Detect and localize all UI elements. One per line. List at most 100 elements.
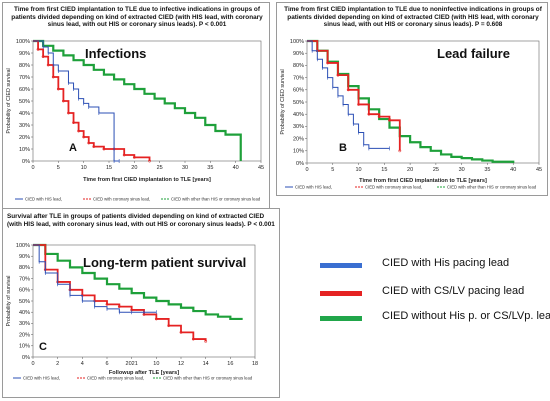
legend-label: CIED with HIS lead, <box>25 197 62 202</box>
y-tick-label: 100% <box>16 243 30 249</box>
x-tick-label: 25 <box>157 165 163 171</box>
x-tick-label: 10 <box>355 167 361 173</box>
x-tick-label: 30 <box>182 165 188 171</box>
y-tick-label: 40% <box>19 111 30 117</box>
x-tick-label: 10 <box>81 165 87 171</box>
x-tick-label: 0 <box>31 361 34 367</box>
y-tick-label: 20% <box>19 135 30 141</box>
censor-mark <box>56 87 60 91</box>
chart-panel-infections: Time from first CIED implantation to TLE… <box>2 2 270 210</box>
y-tick-label: 80% <box>19 265 30 271</box>
y-tick-label: 30% <box>19 321 30 327</box>
y-tick-label: 0% <box>296 161 304 167</box>
y-tick-label: 50% <box>293 100 304 106</box>
chart-title: Time from first CIED implantation to TLE… <box>284 6 542 29</box>
censor-mark <box>336 73 340 77</box>
legend-label: CIED with coronary sinus lead, <box>87 376 144 381</box>
y-tick-label: 100% <box>16 39 30 45</box>
legend-label: CIED with coronary sinus lead, <box>365 185 422 190</box>
y-tick-label: 100% <box>290 39 304 45</box>
y-tick-label: 60% <box>293 88 304 94</box>
kaplan-meier-chart: 0% 10% 20% 30% 40% 50% 60% 70% 80% 90% 100% 0 5 10 15 2… <box>6 39 264 202</box>
y-tick-label: 50% <box>19 299 30 305</box>
y-tick-label: 90% <box>293 51 304 57</box>
y-tick-label: 80% <box>19 63 30 69</box>
y-tick-label: 90% <box>19 254 30 260</box>
censor-mark <box>357 102 361 106</box>
censor-mark <box>167 324 171 328</box>
panel-letter: B <box>339 142 347 154</box>
x-tick-label: 18 <box>252 361 258 367</box>
x-tick-label: 15 <box>106 165 112 171</box>
y-axis-label: Probability of CIED survival <box>280 69 286 134</box>
series-line-cs <box>307 40 401 151</box>
y-tick-label: 40% <box>293 112 304 118</box>
legend-label: CIED with HIS lead, <box>295 185 332 190</box>
y-tick-label: 30% <box>19 123 30 129</box>
chart-panel-survival: Survival after TLE in groups of patients… <box>2 208 280 398</box>
censor-mark <box>92 145 96 149</box>
series-line-other <box>307 39 515 163</box>
x-tick-label: 35 <box>484 167 490 173</box>
x-tick-label: 15 <box>381 167 387 173</box>
censor-mark <box>148 159 151 163</box>
x-tick-label: 14 <box>203 361 209 367</box>
chart-annotation: Infections <box>85 46 146 61</box>
x-tick-label: 40 <box>510 167 516 173</box>
censor-mark <box>122 153 126 157</box>
plot-area <box>32 40 262 162</box>
chart-panel-lead-failure: Time from first CIED implantation to TLE… <box>276 2 548 196</box>
legend-swatch <box>320 316 362 321</box>
y-tick-label: 10% <box>19 344 30 350</box>
legend-label: CIED with other than HIS or coronary sin… <box>163 376 253 381</box>
censor-mark <box>72 121 75 125</box>
legend-label: CIED with other than HIS or coronary sin… <box>447 185 537 190</box>
y-tick-label: 70% <box>293 75 304 81</box>
censor-mark <box>398 149 402 153</box>
x-tick-label: 2021 <box>126 361 138 367</box>
censor-mark <box>367 112 371 116</box>
censor-mark <box>204 339 208 343</box>
x-tick-label: 25 <box>433 167 439 173</box>
y-tick-label: 60% <box>19 288 30 294</box>
series-line-other <box>33 243 243 321</box>
x-tick-label: 10 <box>153 361 159 367</box>
x-tick-label: 5 <box>331 167 334 173</box>
y-tick-label: 40% <box>19 310 30 316</box>
series-line-cs <box>33 40 151 161</box>
x-tick-label: 45 <box>258 165 264 171</box>
censor-mark <box>77 129 81 133</box>
censor-mark <box>191 337 195 341</box>
plot-area <box>306 40 540 164</box>
y-tick-label: 10% <box>293 149 304 155</box>
x-tick-label: 35 <box>207 165 213 171</box>
y-tick-label: 20% <box>293 136 304 142</box>
y-axis-label: Probability of survival <box>6 276 12 327</box>
legend-label: CIED with His pacing lead <box>382 257 510 269</box>
x-axis-label: Time from first CIED implantation to TLE… <box>359 178 487 184</box>
legend-label: CIED without His p. or CS/LVp. lead <box>382 310 550 322</box>
legend-swatch <box>320 263 362 268</box>
legend-label: CIED with HIS lead, <box>23 376 60 381</box>
main-legend: CIED with His pacing lead CIED with CS/L… <box>300 250 550 380</box>
panel-letter: A <box>69 142 77 154</box>
panel-letter: C <box>39 341 47 353</box>
chart-title: Time from first CIED implantation to TLE… <box>11 6 263 29</box>
censor-mark <box>105 302 109 306</box>
y-tick-label: 80% <box>293 63 304 69</box>
x-tick-label: 0 <box>31 165 34 171</box>
y-tick-label: 50% <box>19 99 30 105</box>
x-axis-label: Followup after TLE [years] <box>109 370 179 376</box>
chart-annotation: Lead failure <box>437 46 510 61</box>
y-tick-label: 0% <box>22 355 30 361</box>
y-tick-label: 60% <box>19 87 30 93</box>
chart-annotation: Long-term patient survival <box>83 255 246 270</box>
legend-swatch <box>320 291 362 296</box>
censor-mark <box>179 330 183 334</box>
x-tick-label: 2 <box>56 361 59 367</box>
x-tick-label: 0 <box>305 167 308 173</box>
censor-mark <box>82 135 86 139</box>
x-tick-label: 5 <box>57 165 60 171</box>
kaplan-meier-chart: 0% 10% 20% 30% 40% 50% 60% 70% 80% 90% 100% 0 5 10 15 2… <box>280 39 542 190</box>
x-tick-label: 12 <box>178 361 184 367</box>
